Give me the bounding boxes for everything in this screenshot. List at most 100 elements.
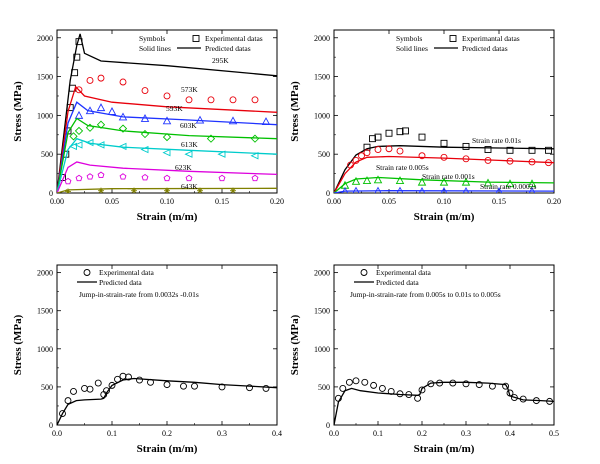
series-label-strain-rate: Strain rate 0.01s <box>472 136 521 145</box>
data-point <box>369 135 376 143</box>
data-point <box>475 381 483 389</box>
data-point <box>85 123 95 132</box>
legend-marker <box>192 35 200 42</box>
data-point <box>147 378 154 386</box>
y-tick-label: 1500 <box>37 73 53 82</box>
x-tick-label: 0.20 <box>270 197 284 206</box>
x-tick-label: 0.4 <box>505 429 515 438</box>
data-point <box>387 388 395 395</box>
data-point <box>136 376 143 384</box>
data-point <box>385 145 393 153</box>
data-point <box>218 383 226 391</box>
data-point <box>230 187 236 193</box>
series-label-temperature: 593K <box>166 104 183 113</box>
data-point <box>396 186 404 193</box>
x-tick-label: 0.05 <box>105 197 119 206</box>
data-point <box>162 148 171 157</box>
legend-symbols-text: Experimantal datas <box>462 34 520 43</box>
data-point <box>334 394 342 402</box>
jump-annotation: Jump-in-strain-rate from 0.005s to 0.01s… <box>350 290 501 299</box>
data-point <box>103 387 110 395</box>
data-point <box>85 106 95 115</box>
y-tick-label: 0 <box>326 189 330 198</box>
legend-lines-label: Solid lines <box>139 44 171 53</box>
data-point <box>417 177 427 186</box>
data-point <box>69 132 78 141</box>
series-label-temperature: 573K <box>181 85 198 94</box>
data-point <box>345 378 353 386</box>
y-tick-label: 500 <box>41 383 53 392</box>
data-point <box>439 177 449 186</box>
data-point <box>352 377 360 385</box>
data-point <box>163 174 171 182</box>
series-label-strain-rate: Strain rate 0.0002s <box>480 182 537 191</box>
chart-panel-1: 0.00 0.05 0.10 0.15 0.20 0 500 1000 1500 2000 Stra… <box>12 29 284 223</box>
data-point <box>75 174 83 182</box>
x-axis-label: Strain (m/m) <box>414 443 475 455</box>
data-point <box>532 397 540 405</box>
series-line <box>57 161 277 193</box>
data-point <box>418 152 426 160</box>
data-point <box>229 96 237 104</box>
data-point <box>118 124 128 133</box>
y-tick-label: 1000 <box>314 345 330 354</box>
y-tick-label: 2000 <box>314 269 330 278</box>
y-tick-label: 1500 <box>314 73 330 82</box>
data-point <box>75 38 83 46</box>
data-point <box>73 53 81 61</box>
data-point <box>488 382 496 390</box>
series-label-temperature: 643K <box>181 182 198 191</box>
data-point <box>228 116 238 125</box>
x-tick-label: 0.05 <box>382 197 396 206</box>
y-tick-label: 2000 <box>37 34 53 43</box>
data-point <box>250 134 260 143</box>
data-point <box>96 120 106 129</box>
data-point <box>339 384 347 392</box>
x-tick-label: 0.1 <box>107 429 117 438</box>
data-point <box>206 134 216 143</box>
data-point <box>184 150 193 158</box>
data-point <box>418 186 426 193</box>
data-point <box>59 410 66 418</box>
x-axis-label: Strain (m/m) <box>137 211 198 223</box>
data-point <box>118 142 127 151</box>
data-point <box>97 171 105 179</box>
data-point <box>352 186 360 193</box>
legend-marker <box>449 35 457 42</box>
data-point <box>405 391 413 398</box>
data-point <box>352 156 360 164</box>
data-point <box>545 146 552 154</box>
data-point <box>545 159 552 167</box>
x-tick-label: 0.5 <box>549 429 559 438</box>
data-point <box>373 175 383 184</box>
data-point <box>374 146 382 153</box>
data-point <box>86 385 94 393</box>
legend-lines-label: Solid lines <box>396 44 428 53</box>
data-point <box>261 117 271 126</box>
y-tick-label: 1500 <box>37 307 53 316</box>
plot-area <box>57 372 277 425</box>
data-point <box>71 69 79 77</box>
legend-symbols-label: Symbols <box>139 34 165 43</box>
data-point <box>402 127 409 135</box>
data-point <box>163 381 171 389</box>
x-tick-label: 0.00 <box>327 197 341 206</box>
y-tick-label: 1000 <box>37 111 53 120</box>
data-point <box>506 157 514 165</box>
y-tick-label: 2000 <box>37 269 53 278</box>
data-point <box>519 395 527 403</box>
plot-area <box>334 127 554 193</box>
data-point <box>108 381 116 389</box>
data-point <box>96 141 105 149</box>
series-line <box>334 381 554 425</box>
data-point <box>396 128 404 136</box>
data-point <box>96 103 106 112</box>
series-label-strain-rate: Strain rate 0.005s <box>376 163 429 172</box>
chart-panel-2: 0.00 0.05 0.10 0.15 0.20 0 500 1000 1500 2000 Stra… <box>289 29 561 223</box>
data-point <box>118 112 128 121</box>
data-point <box>74 141 83 149</box>
x-tick-label: 0.3 <box>217 429 227 438</box>
data-point <box>119 173 127 180</box>
x-tick-label: 0.00 <box>50 197 64 206</box>
